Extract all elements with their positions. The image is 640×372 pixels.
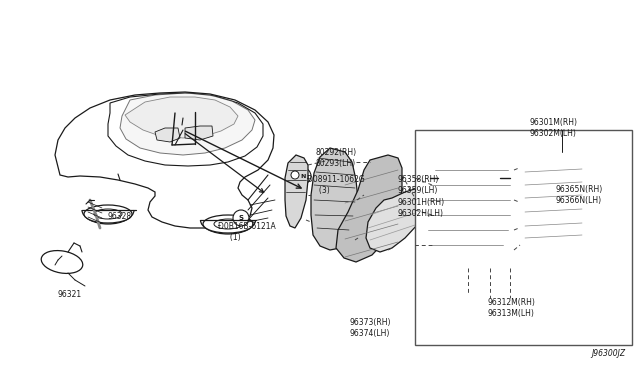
Polygon shape bbox=[366, 186, 432, 252]
Circle shape bbox=[485, 250, 495, 260]
Circle shape bbox=[443, 250, 453, 260]
Ellipse shape bbox=[94, 209, 122, 219]
Ellipse shape bbox=[430, 291, 550, 339]
Ellipse shape bbox=[214, 219, 242, 229]
Text: J96300JZ: J96300JZ bbox=[591, 349, 625, 358]
Polygon shape bbox=[108, 93, 263, 166]
Text: Ð0B16B-6121A
     (1): Ð0B16B-6121A (1) bbox=[218, 222, 276, 242]
Text: 96358(RH)
96359(LH): 96358(RH) 96359(LH) bbox=[397, 175, 438, 195]
Circle shape bbox=[521, 206, 529, 214]
Circle shape bbox=[295, 168, 311, 184]
Text: 96365N(RH)
96366N(LH): 96365N(RH) 96366N(LH) bbox=[556, 185, 604, 205]
Ellipse shape bbox=[203, 215, 253, 233]
Text: 96328: 96328 bbox=[108, 212, 132, 221]
Text: N: N bbox=[300, 174, 306, 180]
Polygon shape bbox=[185, 126, 213, 140]
Circle shape bbox=[546, 222, 558, 234]
Circle shape bbox=[485, 160, 495, 170]
Polygon shape bbox=[55, 92, 274, 228]
Polygon shape bbox=[484, 294, 520, 314]
Text: 96321: 96321 bbox=[58, 290, 82, 299]
Polygon shape bbox=[125, 97, 238, 138]
Circle shape bbox=[233, 210, 249, 226]
Text: S: S bbox=[239, 215, 243, 221]
Text: 80292(RH)
80293(LH): 80292(RH) 80293(LH) bbox=[315, 148, 356, 168]
Polygon shape bbox=[336, 155, 402, 262]
Polygon shape bbox=[311, 148, 358, 250]
Ellipse shape bbox=[84, 205, 132, 223]
Polygon shape bbox=[519, 154, 585, 255]
Circle shape bbox=[291, 171, 299, 179]
Circle shape bbox=[443, 160, 453, 170]
Bar bbox=[415, 130, 632, 345]
Polygon shape bbox=[285, 155, 308, 228]
Text: 96373(RH)
96374(LH): 96373(RH) 96374(LH) bbox=[349, 318, 390, 338]
Ellipse shape bbox=[447, 294, 532, 322]
Polygon shape bbox=[155, 128, 180, 142]
Text: 96301H(RH)
96302H(LH): 96301H(RH) 96302H(LH) bbox=[397, 198, 444, 218]
Text: 96312M(RH)
96313M(LH): 96312M(RH) 96313M(LH) bbox=[487, 298, 535, 318]
Polygon shape bbox=[423, 148, 512, 266]
Text: Ð08911-1062G
     (3): Ð08911-1062G (3) bbox=[307, 175, 365, 195]
Polygon shape bbox=[120, 93, 255, 155]
Circle shape bbox=[546, 179, 558, 191]
Circle shape bbox=[576, 191, 584, 199]
Ellipse shape bbox=[41, 251, 83, 273]
Text: 96301M(RH)
96302M(LH): 96301M(RH) 96302M(LH) bbox=[530, 118, 578, 138]
